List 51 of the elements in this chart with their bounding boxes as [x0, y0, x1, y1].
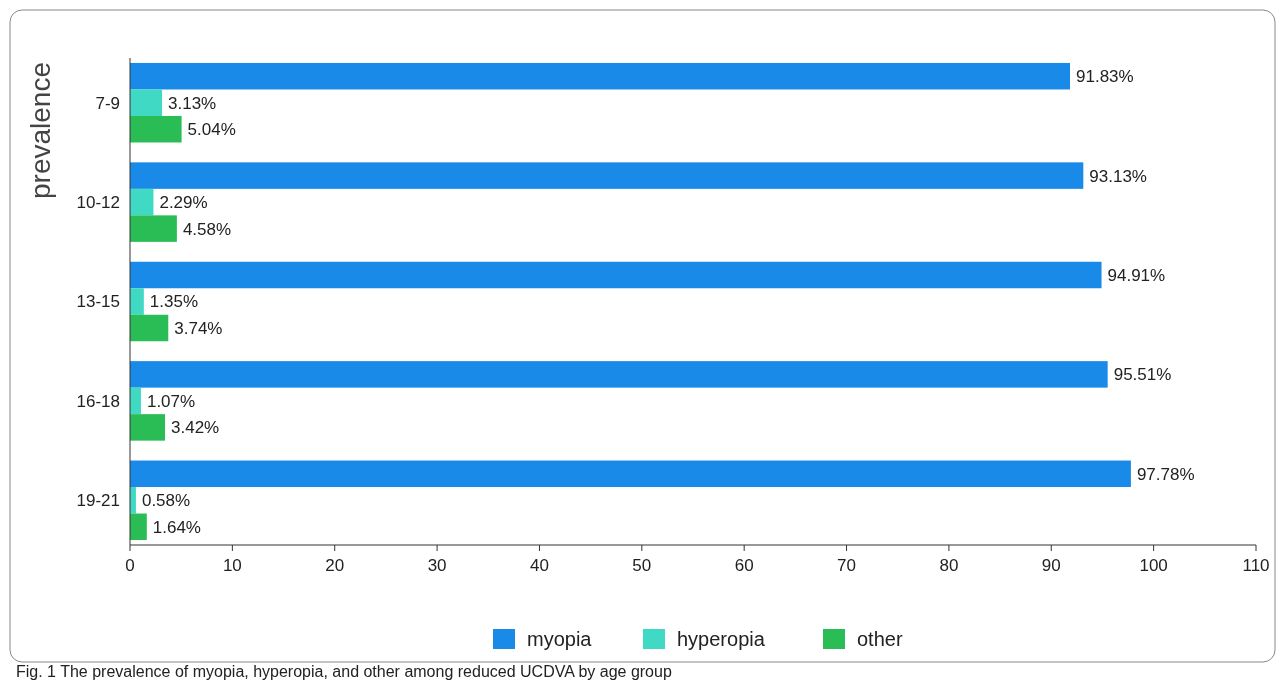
data-label: 97.78% — [1136, 464, 1195, 484]
bar — [130, 314, 169, 342]
bar — [130, 387, 141, 415]
bar — [130, 162, 1084, 189]
x-tick-label: 40 — [529, 556, 549, 575]
data-label: 5.04% — [187, 120, 236, 140]
bar — [130, 115, 182, 143]
data-label: 1.07% — [146, 391, 196, 411]
data-label: 94.91% — [1107, 265, 1166, 285]
y-tick-label: 10-12 — [76, 193, 120, 213]
data-label: 4.58% — [182, 219, 232, 239]
y-tick-label: 13-15 — [76, 292, 120, 312]
bar — [130, 361, 1108, 388]
data-label: 2.29% — [159, 193, 208, 213]
x-tick-label: 50 — [632, 556, 652, 575]
bar — [130, 414, 166, 441]
data-label: 1.35% — [149, 292, 199, 312]
x-tick-label: 110 — [1242, 556, 1270, 575]
legend-label: myopia — [527, 628, 593, 650]
data-label: 3.74% — [174, 318, 223, 338]
bar — [130, 215, 177, 242]
bar — [130, 62, 1071, 90]
x-tick-label: 10 — [222, 556, 242, 575]
legend-label: hyperopia — [677, 628, 766, 650]
data-label: 3.42% — [171, 418, 220, 438]
data-label: 1.64% — [152, 517, 201, 537]
x-tick-label: 100 — [1139, 556, 1168, 575]
caption: Fig. 1 The prevalence of myopia, hyperopia, and other among reduced UCDVA by age group — [16, 663, 672, 680]
y-tick-label: 16-18 — [76, 391, 120, 411]
bar — [130, 288, 144, 315]
x-tick-label: 30 — [427, 556, 447, 575]
x-tick-label: 0 — [125, 556, 135, 575]
bar — [130, 261, 1102, 289]
x-tick-label: 90 — [1041, 556, 1061, 575]
y-axis-title: prevalence — [25, 62, 56, 199]
bar — [130, 188, 154, 216]
data-label: 0.58% — [141, 491, 191, 511]
y-tick-label: 19-21 — [76, 491, 120, 511]
bar — [130, 460, 1131, 488]
data-label: 3.13% — [168, 93, 217, 113]
data-label: 91.83% — [1076, 67, 1134, 87]
x-tick-label: 80 — [939, 556, 959, 575]
legend-label: other — [857, 628, 903, 650]
data-label: 95.51% — [1113, 365, 1172, 385]
x-tick-label: 60 — [734, 556, 754, 575]
bar — [130, 89, 163, 116]
bar — [130, 513, 147, 541]
y-tick-label: 7-9 — [95, 93, 120, 113]
x-tick-label: 20 — [325, 556, 345, 575]
x-tick-label: 70 — [837, 556, 857, 575]
data-label: 93.13% — [1089, 166, 1147, 186]
